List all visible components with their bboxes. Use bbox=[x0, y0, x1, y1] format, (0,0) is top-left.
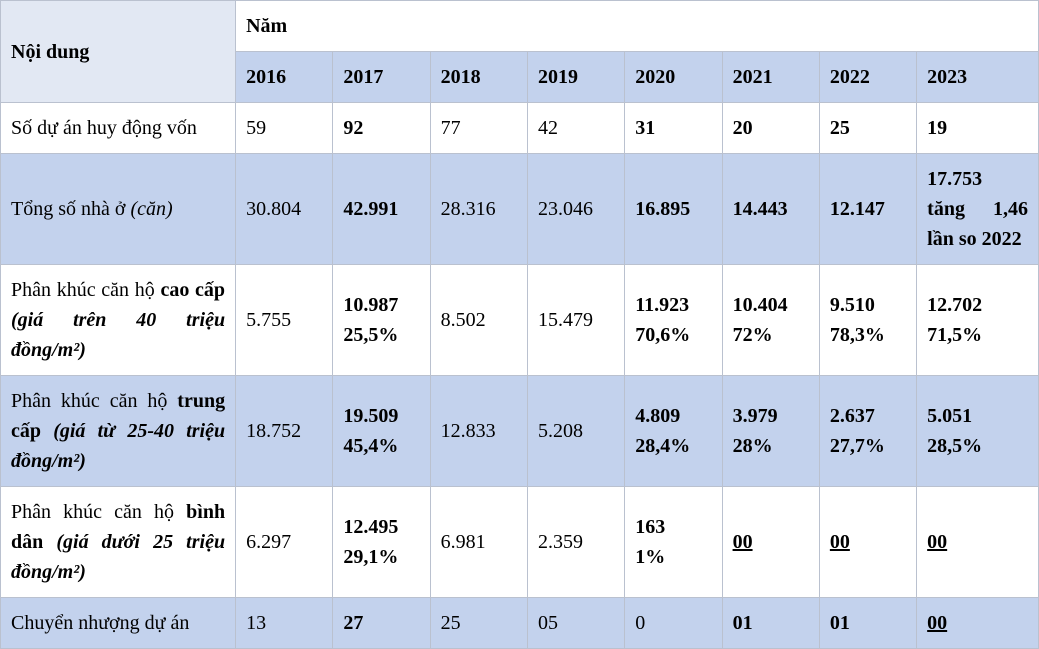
cell: 6.981 bbox=[430, 487, 527, 598]
cell: 01 bbox=[722, 598, 819, 649]
row-label: Phân khúc căn hộ trung cấp (giá từ 25-40… bbox=[1, 376, 236, 487]
cell: 12.147 bbox=[819, 154, 916, 265]
cell: 30.804 bbox=[236, 154, 333, 265]
cell: 1631% bbox=[625, 487, 722, 598]
cell: 10.98725,5% bbox=[333, 265, 430, 376]
header-row-1: Nội dung Năm bbox=[1, 1, 1039, 52]
table-row: Phân khúc căn hộ cao cấp (giá trên 40 tr… bbox=[1, 265, 1039, 376]
cell: 01 bbox=[819, 598, 916, 649]
cell: 25 bbox=[819, 103, 916, 154]
cell: 12.833 bbox=[430, 376, 527, 487]
cell: 17.753tăng1,46lần so 2022 bbox=[917, 154, 1039, 265]
header-year-2020: 2020 bbox=[625, 52, 722, 103]
header-year-2017: 2017 bbox=[333, 52, 430, 103]
cell: 23.046 bbox=[527, 154, 624, 265]
cell: 00 bbox=[917, 598, 1039, 649]
row-label: Phân khúc căn hộ bình dân (giá dưới 25 t… bbox=[1, 487, 236, 598]
cell: 27 bbox=[333, 598, 430, 649]
data-table: Nội dung Năm 2016 2017 2018 2019 2020 20… bbox=[0, 0, 1039, 649]
header-year-2022: 2022 bbox=[819, 52, 916, 103]
cell: 31 bbox=[625, 103, 722, 154]
table-container: Nội dung Năm 2016 2017 2018 2019 2020 20… bbox=[0, 0, 1039, 649]
table-row: Tổng số nhà ở (căn)30.80442.99128.31623.… bbox=[1, 154, 1039, 265]
cell: 92 bbox=[333, 103, 430, 154]
row-label: Số dự án huy động vốn bbox=[1, 103, 236, 154]
table-row: Số dự án huy động vốn5992774231202519 bbox=[1, 103, 1039, 154]
cell: 28.316 bbox=[430, 154, 527, 265]
cell: 4.80928,4% bbox=[625, 376, 722, 487]
cell: 5.208 bbox=[527, 376, 624, 487]
cell: 10.40472% bbox=[722, 265, 819, 376]
cell: 19 bbox=[917, 103, 1039, 154]
header-year-2019: 2019 bbox=[527, 52, 624, 103]
cell: 2.359 bbox=[527, 487, 624, 598]
cell: 59 bbox=[236, 103, 333, 154]
row-label: Phân khúc căn hộ cao cấp (giá trên 40 tr… bbox=[1, 265, 236, 376]
cell: 5.755 bbox=[236, 265, 333, 376]
table-row: Phân khúc căn hộ trung cấp (giá từ 25-40… bbox=[1, 376, 1039, 487]
cell: 12.70271,5% bbox=[917, 265, 1039, 376]
cell: 42.991 bbox=[333, 154, 430, 265]
header-year: Năm bbox=[236, 1, 1039, 52]
row-label: Chuyển nhượng dự án bbox=[1, 598, 236, 649]
cell: 11.92370,6% bbox=[625, 265, 722, 376]
cell: 15.479 bbox=[527, 265, 624, 376]
cell: 42 bbox=[527, 103, 624, 154]
cell: 2.63727,7% bbox=[819, 376, 916, 487]
cell: 0 bbox=[625, 598, 722, 649]
table-body: Số dự án huy động vốn5992774231202519Tổn… bbox=[1, 103, 1039, 649]
table-row: Chuyển nhượng dự án132725050010100 bbox=[1, 598, 1039, 649]
table-row: Phân khúc căn hộ bình dân (giá dưới 25 t… bbox=[1, 487, 1039, 598]
header-year-2021: 2021 bbox=[722, 52, 819, 103]
cell: 25 bbox=[430, 598, 527, 649]
cell: 16.895 bbox=[625, 154, 722, 265]
cell: 13 bbox=[236, 598, 333, 649]
cell: 00 bbox=[819, 487, 916, 598]
row-label: Tổng số nhà ở (căn) bbox=[1, 154, 236, 265]
cell: 00 bbox=[917, 487, 1039, 598]
cell: 14.443 bbox=[722, 154, 819, 265]
cell: 00 bbox=[722, 487, 819, 598]
cell: 19.50945,4% bbox=[333, 376, 430, 487]
cell: 3.97928% bbox=[722, 376, 819, 487]
cell: 8.502 bbox=[430, 265, 527, 376]
header-year-2018: 2018 bbox=[430, 52, 527, 103]
cell: 05 bbox=[527, 598, 624, 649]
cell: 6.297 bbox=[236, 487, 333, 598]
table-head: Nội dung Năm 2016 2017 2018 2019 2020 20… bbox=[1, 1, 1039, 103]
cell: 20 bbox=[722, 103, 819, 154]
cell: 9.51078,3% bbox=[819, 265, 916, 376]
cell: 18.752 bbox=[236, 376, 333, 487]
header-year-2016: 2016 bbox=[236, 52, 333, 103]
header-year-2023: 2023 bbox=[917, 52, 1039, 103]
cell: 12.49529,1% bbox=[333, 487, 430, 598]
cell: 5.05128,5% bbox=[917, 376, 1039, 487]
cell: 77 bbox=[430, 103, 527, 154]
header-content: Nội dung bbox=[1, 1, 236, 103]
